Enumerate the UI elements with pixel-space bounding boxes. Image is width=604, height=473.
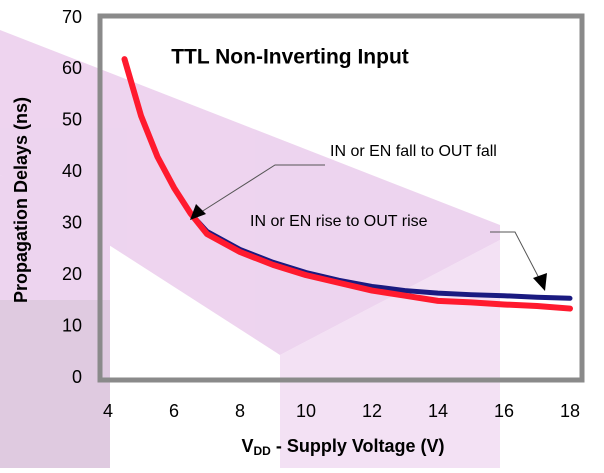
y-tick-label: 0: [72, 367, 82, 387]
x-tick-label: 4: [103, 401, 113, 421]
arrow-head: [533, 273, 547, 291]
y-tick-label: 30: [62, 212, 82, 232]
y-axis-label: Propagation Delays (ns): [11, 97, 31, 303]
x-tick-label: 10: [296, 401, 316, 421]
x-tick-label: 12: [362, 401, 382, 421]
annotation: IN or EN fall to OUT fall: [330, 143, 497, 160]
annotation-arrow: [197, 164, 325, 215]
chart-title: TTL Non-Inverting Input: [171, 46, 409, 69]
x-tick-label: 14: [428, 401, 448, 421]
arrow-head: [190, 204, 206, 220]
y-tick-label: 70: [62, 7, 82, 27]
y-tick-label: 60: [62, 58, 82, 78]
y-tick-label: 50: [62, 110, 82, 130]
x-tick-label: 16: [494, 401, 514, 421]
x-tick-label: 6: [169, 401, 179, 421]
x-tick-label: 8: [235, 401, 245, 421]
x-tick-label: 18: [560, 401, 580, 421]
x-axis-label-part: - Supply Voltage (V): [271, 436, 445, 456]
watermark: [0, 30, 500, 468]
plot-frame: [97, 13, 585, 383]
x-axis-label-sub: DD: [254, 444, 272, 458]
annotation: IN or EN rise to OUT rise: [250, 213, 428, 230]
x-axis-label-part: V: [241, 436, 253, 456]
series-line: [121, 56, 573, 312]
y-tick-label: 20: [62, 264, 82, 284]
annotation-arrow: [490, 231, 541, 281]
y-tick-label: 40: [62, 161, 82, 181]
x-axis-label: VDD - Supply Voltage (V): [241, 436, 444, 458]
y-tick-label: 10: [62, 315, 82, 335]
